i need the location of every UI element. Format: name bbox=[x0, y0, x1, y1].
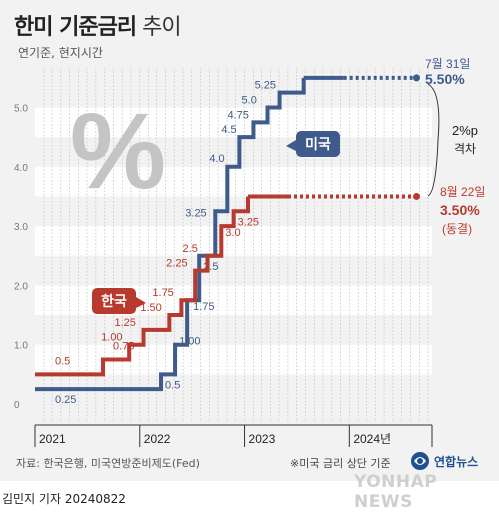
grid-band bbox=[35, 226, 432, 256]
korea-point-label: 1.25 bbox=[115, 317, 136, 329]
logo-text: 연합뉴스 bbox=[434, 455, 479, 469]
korea-point-label: 1.50 bbox=[140, 302, 161, 314]
korea-end-date: 8월 22일 bbox=[440, 185, 485, 199]
grid-band bbox=[35, 344, 432, 375]
source-note: 자료: 한국은행, 미국연방준비제도(Fed) bbox=[16, 457, 200, 470]
korea-end-point bbox=[412, 192, 420, 200]
korea-rate-line bbox=[35, 196, 250, 377]
us-point-label: 4.75 bbox=[227, 109, 248, 121]
korea-end-note: (동결) bbox=[442, 222, 472, 236]
us-point-label: 5.25 bbox=[255, 80, 276, 92]
y-tick-label: 4.0 bbox=[14, 163, 28, 174]
watermark: YONHAP NEWS bbox=[354, 472, 438, 512]
us-point-label: 1.75 bbox=[193, 301, 214, 313]
us-badge-label: 미국 bbox=[305, 136, 331, 152]
us-rate-line bbox=[35, 77, 306, 392]
us-point-label: 5.0 bbox=[242, 95, 257, 107]
korea-point-label: 2.5 bbox=[183, 243, 198, 255]
us-end-value: 5.50% bbox=[425, 71, 465, 87]
byline: 김민지 기자 20240822 bbox=[2, 492, 126, 506]
korea-point-label: 1.00 bbox=[101, 332, 122, 344]
month-guides bbox=[43, 68, 429, 422]
gap-value: 2%p bbox=[452, 123, 478, 138]
y-tick-label: 3.0 bbox=[14, 222, 28, 233]
us-point-label: 4.0 bbox=[209, 153, 224, 165]
footer-band bbox=[0, 481, 499, 514]
x-tick-label: 2022 bbox=[144, 432, 171, 446]
gap-label: 격차 bbox=[454, 142, 476, 156]
subtitle: 연기준, 현지시간 bbox=[18, 46, 103, 60]
korea-point-label: 3.0 bbox=[225, 227, 240, 239]
us-series-badge: 미국 bbox=[286, 131, 340, 157]
us-point-label: 1.00 bbox=[179, 336, 200, 348]
grid-band bbox=[35, 107, 432, 138]
korea-point-label: 2.25 bbox=[166, 258, 187, 270]
korea-point-label: 0.75 bbox=[113, 341, 134, 353]
title-bold: 한미 기준금리 bbox=[14, 15, 137, 40]
korea-badge-label: 한국 bbox=[101, 293, 127, 309]
y-tick-label: 1.0 bbox=[14, 341, 28, 352]
us-badge-box bbox=[296, 131, 340, 157]
us-point-label: 3.25 bbox=[185, 207, 206, 219]
korea-series-badge: 한국 bbox=[92, 288, 146, 314]
us-point-label: 0.25 bbox=[55, 394, 76, 406]
x-tick-label: 2021 bbox=[39, 432, 66, 446]
us-badge-pointer bbox=[286, 140, 296, 151]
gap-brace bbox=[427, 83, 440, 197]
korea-point-label: 3.25 bbox=[238, 216, 259, 228]
x-tick-label: 2023 bbox=[249, 432, 276, 446]
y-tick-label: 2.0 bbox=[14, 281, 28, 292]
title-light: 추이 bbox=[142, 15, 181, 40]
yonhap-logo-icon bbox=[411, 452, 429, 470]
basis-note: ※미국 금리 상단 기준 bbox=[290, 457, 391, 470]
us-end-date: 7월 31일 bbox=[425, 57, 470, 71]
korea-point-label: 0.5 bbox=[55, 355, 70, 367]
percent-symbol: % bbox=[70, 90, 166, 211]
us-end-point bbox=[412, 74, 420, 82]
korea-end-value: 3.50% bbox=[440, 202, 480, 218]
grid-band bbox=[35, 166, 432, 197]
korea-badge-box bbox=[92, 288, 136, 314]
x-tick-label: 2024년 bbox=[353, 432, 391, 446]
y-tick-label: 0 bbox=[14, 400, 20, 411]
korea-point-label: 1.75 bbox=[152, 287, 173, 299]
us-point-label: 4.5 bbox=[221, 124, 236, 136]
us-point-label: 0.5 bbox=[165, 379, 180, 391]
page-title: 한미 기준금리 추이 bbox=[14, 9, 182, 41]
korea-badge-pointer bbox=[136, 297, 146, 308]
y-tick-label: 5.0 bbox=[14, 104, 28, 115]
